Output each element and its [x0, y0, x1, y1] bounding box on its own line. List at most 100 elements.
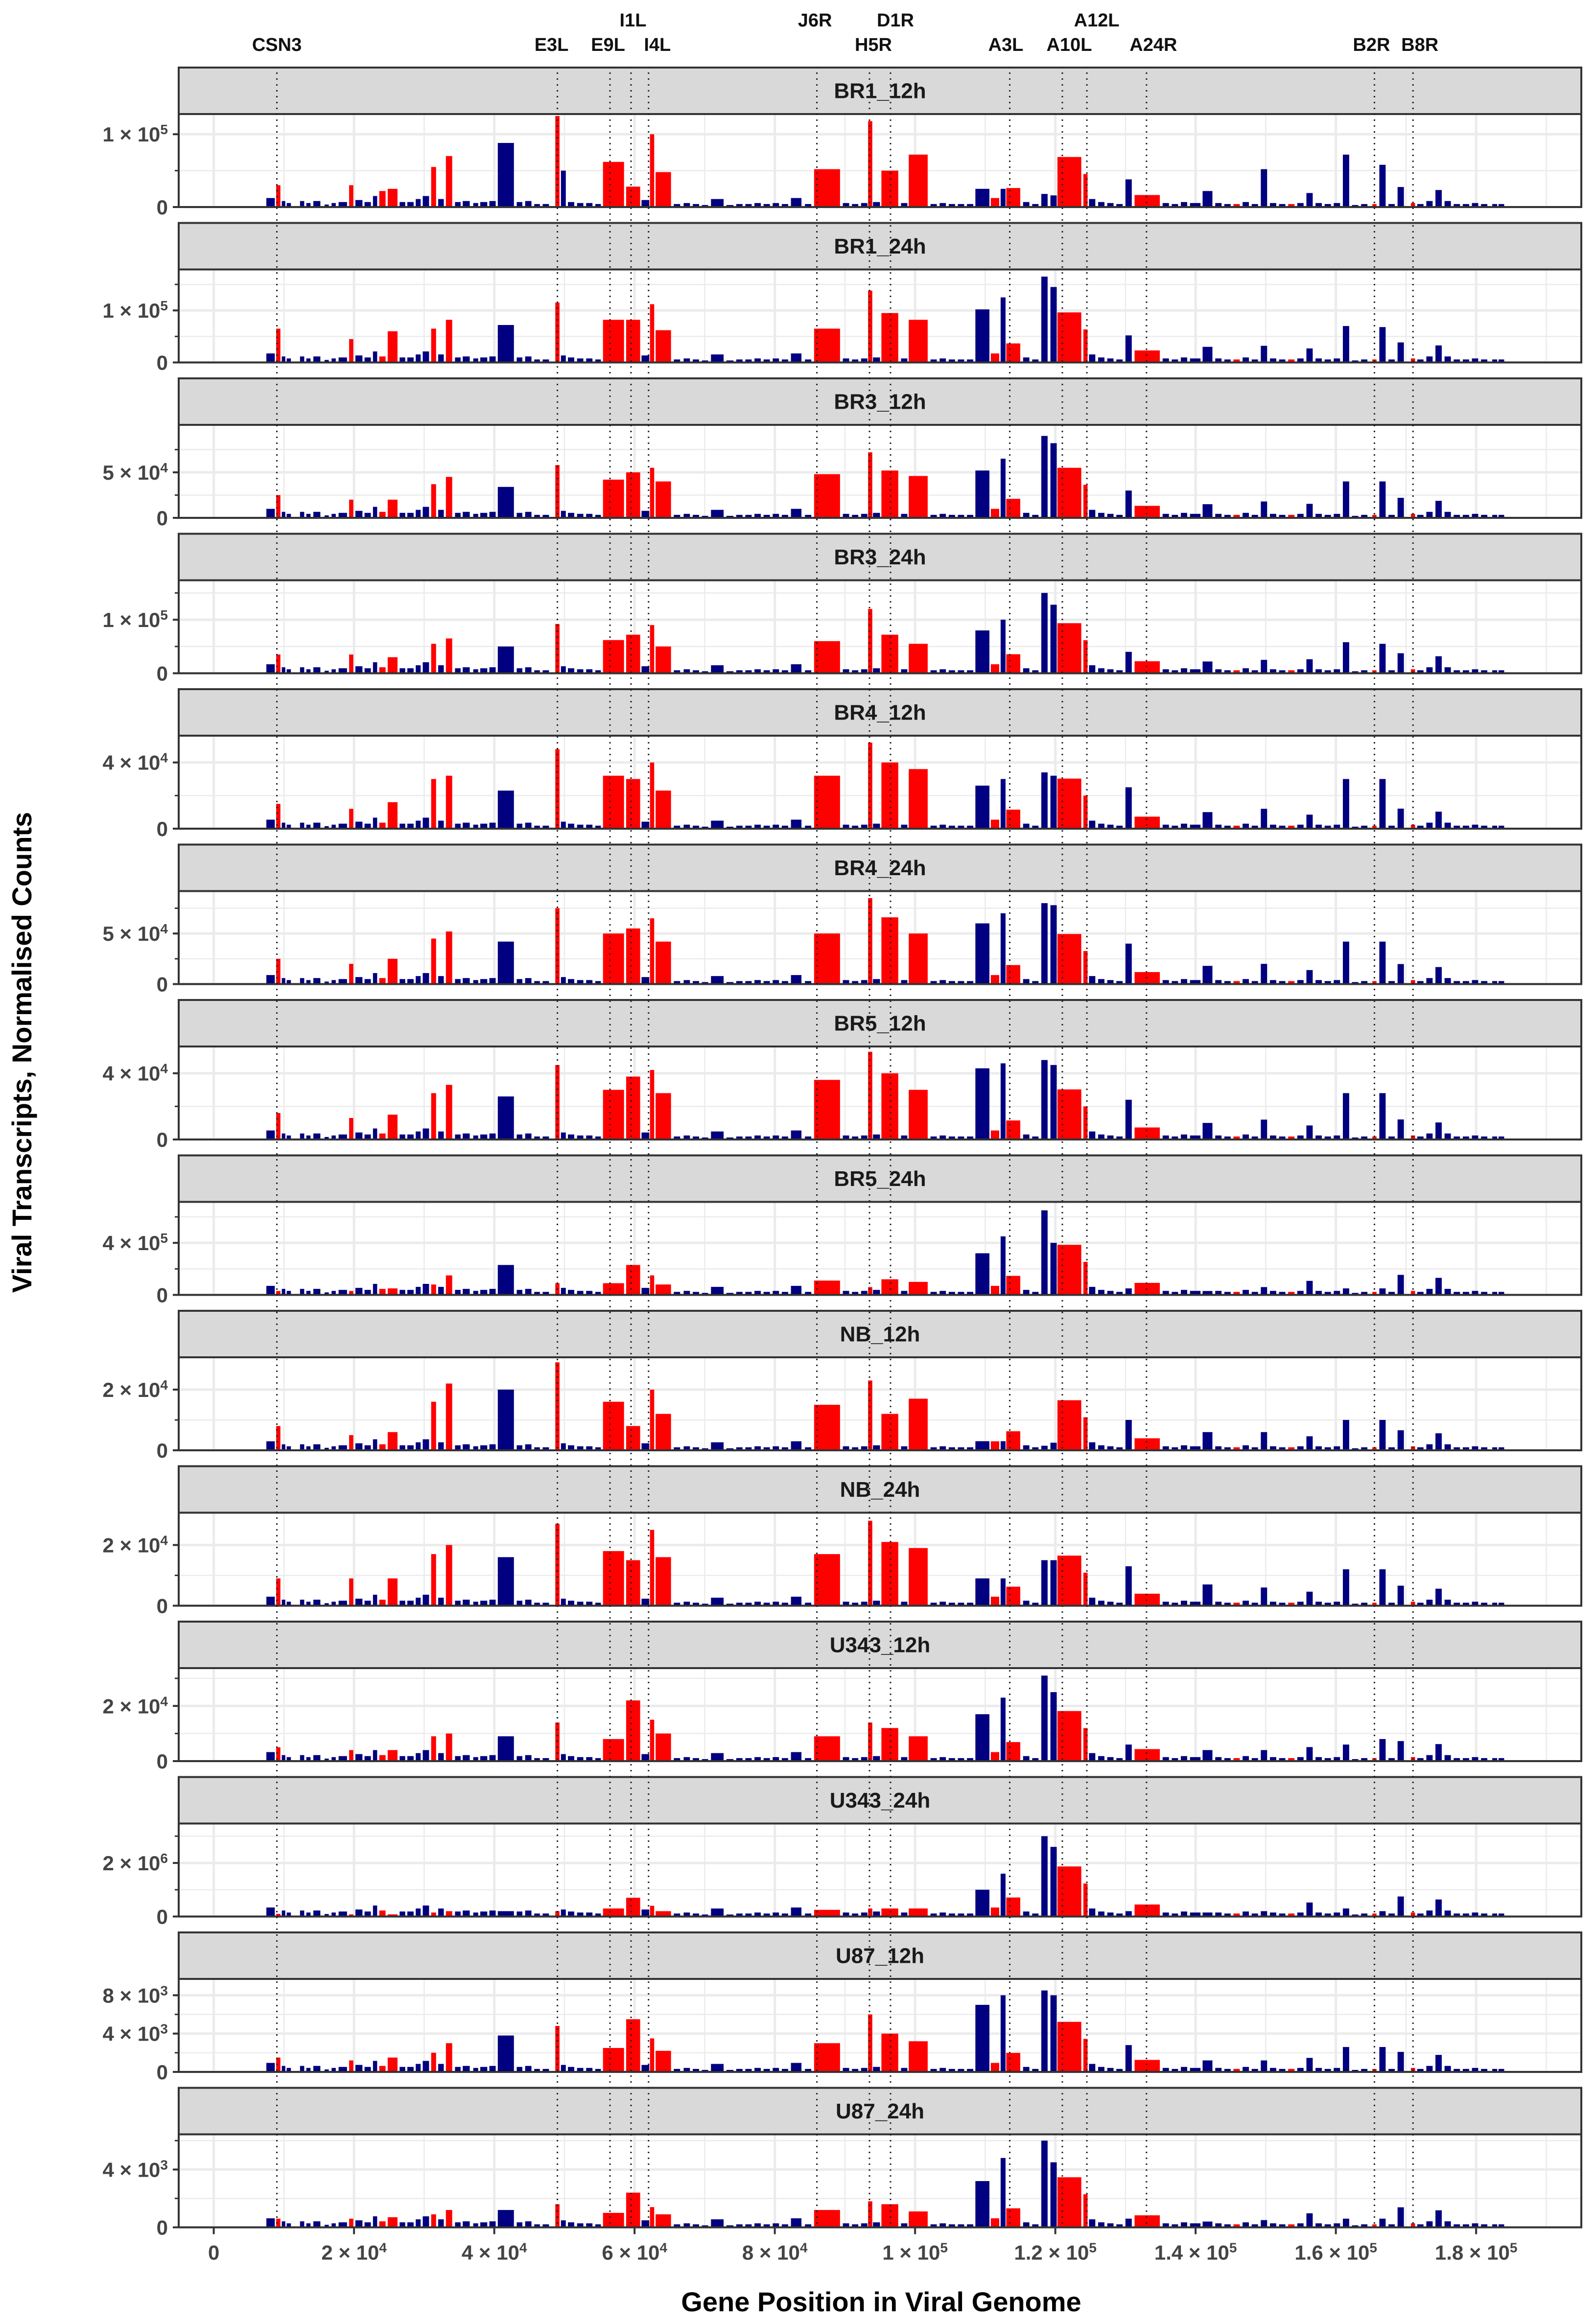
bar-br4-24h-113 — [1397, 964, 1404, 984]
bar-u87-24h-63 — [873, 2222, 880, 2228]
bar-u87-12h-36 — [577, 2068, 584, 2072]
bar-u343-24h-40 — [626, 1898, 640, 1917]
bar-br3-24h-6 — [313, 667, 321, 674]
bar-u87-24h-16 — [399, 2222, 405, 2228]
bar-u343-24h-9 — [338, 1911, 347, 1917]
bar-br3-24h-74 — [1000, 620, 1006, 674]
bar-br4-12h-84 — [1107, 824, 1114, 829]
bar-br1-24h-100 — [1279, 359, 1286, 363]
bar-br1-12h-93 — [1215, 203, 1222, 207]
bar-br5-24h-13 — [373, 1283, 377, 1295]
bar-nb-12h-36 — [577, 1446, 584, 1450]
facet-strip — [178, 1931, 1582, 1980]
bar-nb-24h-61 — [861, 1602, 868, 1606]
bar-u343-24h-65 — [901, 1912, 908, 1917]
bar-u343-12h-118 — [1444, 1755, 1451, 1761]
bar-br4-12h-100 — [1279, 825, 1286, 829]
bar-nb-24h-106 — [1334, 1602, 1340, 1606]
bar-u87-12h-104 — [1315, 2068, 1322, 2072]
bar-br3-24h-96 — [1243, 668, 1249, 674]
bar-br5-24h-107 — [1342, 1288, 1349, 1295]
bar-br3-24h-120 — [1462, 670, 1469, 674]
bar-br3-24h-114 — [1410, 669, 1415, 674]
bar-br5-24h-34 — [561, 1288, 566, 1295]
bar-br5-12h-33 — [555, 1065, 560, 1139]
bar-br4-24h-74 — [1000, 913, 1006, 984]
bar-br5-24h-78 — [1041, 1210, 1048, 1295]
bar-u343-12h-30 — [525, 1755, 532, 1761]
bar-nb-12h-76 — [1023, 1445, 1030, 1450]
bar-nb-24h-100 — [1279, 1603, 1286, 1606]
bar-br4-24h-7 — [324, 981, 329, 984]
bar-br4-12h-85 — [1116, 825, 1123, 829]
bar-br1-12h-17 — [407, 202, 414, 207]
bar-u343-24h-99 — [1269, 1912, 1276, 1917]
bar-br5-24h-30 — [525, 1289, 532, 1295]
bar-u343-12h-117 — [1435, 1744, 1442, 1761]
bar-br1-12h-16 — [399, 202, 405, 207]
bar-br4-12h-80 — [1057, 778, 1081, 829]
bar-br1-24h-86 — [1125, 335, 1132, 363]
bar-u87-12h-35 — [568, 2067, 574, 2072]
bar-br1-24h-26 — [480, 357, 488, 363]
bar-nb-12h-79 — [1050, 1442, 1057, 1450]
bar-u87-24h-0 — [266, 2218, 275, 2228]
bar-u87-12h-42 — [650, 2038, 655, 2072]
panel-frame — [178, 268, 1582, 364]
bar-u343-12h-32 — [542, 1758, 549, 1761]
bar-br1-24h-14 — [379, 356, 386, 363]
bar-u87-24h-13 — [373, 2216, 377, 2228]
bar-u87-24h-14 — [379, 2221, 386, 2228]
panel-frame — [178, 735, 1582, 830]
bar-br1-24h-91 — [1190, 358, 1201, 363]
bar-u343-24h-45 — [683, 1912, 690, 1917]
bar-br4-24h-101 — [1288, 981, 1295, 984]
bar-br3-12h-18 — [416, 510, 421, 518]
bar-nb-12h-25 — [473, 1446, 478, 1450]
bar-u343-12h-103 — [1306, 1747, 1313, 1761]
bar-u87-12h-106 — [1334, 2068, 1340, 2072]
bar-br4-24h-12 — [364, 979, 371, 984]
bar-br1-24h-84 — [1107, 358, 1114, 363]
bar-u87-12h-68 — [939, 2068, 946, 2072]
bar-br5-24h-52 — [754, 1291, 761, 1295]
bar-nb-12h-120 — [1462, 1447, 1469, 1450]
bar-br5-12h-106 — [1334, 1135, 1340, 1139]
bar-u87-12h-50 — [736, 2068, 743, 2072]
bar-u87-24h-10 — [349, 2218, 353, 2228]
bar-u87-24h-79 — [1050, 2162, 1057, 2228]
bar-br5-12h-59 — [843, 1135, 849, 1139]
bar-nb-12h-83 — [1098, 1445, 1104, 1450]
bar-br1-12h-73 — [990, 198, 1000, 207]
bar-nb-24h-40 — [626, 1560, 640, 1606]
bar-br1-24h-82 — [1089, 354, 1096, 363]
bar-br3-24h-122 — [1481, 670, 1488, 674]
bar-br5-24h-51 — [745, 1292, 752, 1295]
bar-br5-24h-57 — [805, 1292, 812, 1295]
bar-br1-12h-67 — [930, 204, 937, 207]
bar-nb-12h-11 — [355, 1443, 363, 1450]
bar-u343-24h-102 — [1297, 1912, 1304, 1917]
bar-u343-24h-81 — [1083, 1883, 1088, 1917]
bar-u87-12h-73 — [990, 2063, 1000, 2072]
bar-br5-24h-16 — [399, 1290, 405, 1295]
bar-u87-24h-124 — [1498, 2224, 1504, 2228]
bar-u343-12h-46 — [693, 1758, 699, 1761]
bar-nb-24h-101 — [1288, 1603, 1295, 1606]
bar-u87-12h-34 — [561, 2065, 566, 2072]
bar-br3-12h-12 — [364, 512, 371, 518]
bar-br1-12h-122 — [1481, 204, 1488, 207]
bar-br4-24h-75 — [1006, 965, 1020, 984]
bar-br3-12h-24 — [463, 511, 470, 518]
bar-u87-24h-68 — [939, 2223, 946, 2228]
bar-u87-12h-45 — [683, 2068, 690, 2072]
bar-br1-12h-113 — [1397, 187, 1404, 207]
bar-u87-12h-55 — [781, 2068, 788, 2072]
bar-br3-24h-4 — [300, 667, 305, 674]
bar-br3-24h-43 — [656, 646, 671, 674]
bar-nb-24h-7 — [324, 1603, 329, 1606]
x-tick-label: 8 × 104 — [742, 2240, 808, 2264]
bar-br3-24h-11 — [355, 666, 363, 674]
bar-br1-24h-116 — [1426, 356, 1433, 363]
